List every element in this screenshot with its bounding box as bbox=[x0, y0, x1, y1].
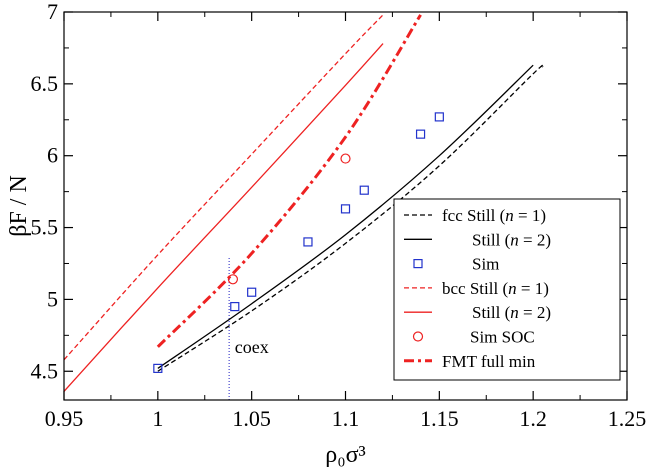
plot-frame bbox=[63, 11, 628, 401]
legend-swatch bbox=[413, 259, 423, 269]
series-line-bcc-still-n-2 bbox=[64, 43, 384, 392]
legend: fcc Still (n = 1) Still (n = 2) Sim bcc Sti… bbox=[393, 198, 621, 381]
y-tick-label: 5.5 bbox=[31, 215, 59, 240]
series-line-fmt-full-min bbox=[156, 14, 422, 348]
legend-label: Still (n = 2) bbox=[472, 230, 551, 249]
series-line-fcc-still-n-2 bbox=[157, 64, 534, 369]
x-tick-label: 1 bbox=[152, 406, 163, 431]
x-tick-label: 1.05 bbox=[232, 406, 271, 431]
series-line-fcc-still-n-1 bbox=[157, 63, 545, 372]
data-point-fcc-sim bbox=[415, 129, 426, 139]
series-line-bcc-still-n-1 bbox=[64, 14, 384, 361]
x-tick-label: 0.95 bbox=[45, 406, 84, 431]
data-point-fcc-sim bbox=[153, 363, 163, 373]
x-axis-label: ρ₀σ³ bbox=[325, 442, 365, 468]
y-tick-label: 7 bbox=[47, 0, 58, 24]
data-point-fcc-sim bbox=[247, 287, 257, 297]
y-tick-label: 6 bbox=[47, 143, 58, 168]
x-tick-label: 1.2 bbox=[519, 406, 547, 431]
data-point-bcc-sim-soc bbox=[227, 274, 238, 285]
legend-label: FMT full min bbox=[442, 352, 536, 371]
x-tick-label: 1.15 bbox=[420, 406, 459, 431]
legend-label: Still (n = 2) bbox=[472, 303, 551, 322]
data-point-fcc-sim bbox=[303, 237, 313, 247]
y-tick-label: 5 bbox=[47, 286, 58, 311]
legend-label: bcc Still (n = 1) bbox=[442, 279, 549, 298]
x-tick-label: 1.25 bbox=[608, 406, 647, 431]
data-point-fcc-sim bbox=[434, 112, 444, 122]
coex-annotation: coex bbox=[235, 337, 269, 357]
data-point-fcc-sim bbox=[340, 204, 351, 214]
y-tick-label: 6.5 bbox=[31, 71, 59, 96]
axis-ticks: 0.95 1 1.05 1.1 1.15 1.2 1.25 4.5 5 5.5 6 6.5 7 bbox=[31, 0, 647, 431]
legend-label: fcc Still (n = 1) bbox=[442, 206, 546, 225]
legend-label: Sim bbox=[472, 255, 499, 274]
plot-area: coex bbox=[64, 14, 545, 400]
y-tick-label: 4.5 bbox=[31, 358, 59, 383]
data-point-fcc-sim bbox=[359, 185, 369, 195]
legend-label: Sim SOC bbox=[470, 328, 535, 347]
plot-clip-group bbox=[64, 14, 545, 400]
legend-box bbox=[393, 198, 621, 381]
y-axis-label: βF / N bbox=[6, 175, 32, 237]
data-point-bcc-sim-soc bbox=[340, 153, 351, 164]
x-tick-label: 1.1 bbox=[332, 406, 360, 431]
legend-swatch bbox=[412, 331, 424, 342]
data-point-fcc-sim bbox=[230, 301, 240, 312]
